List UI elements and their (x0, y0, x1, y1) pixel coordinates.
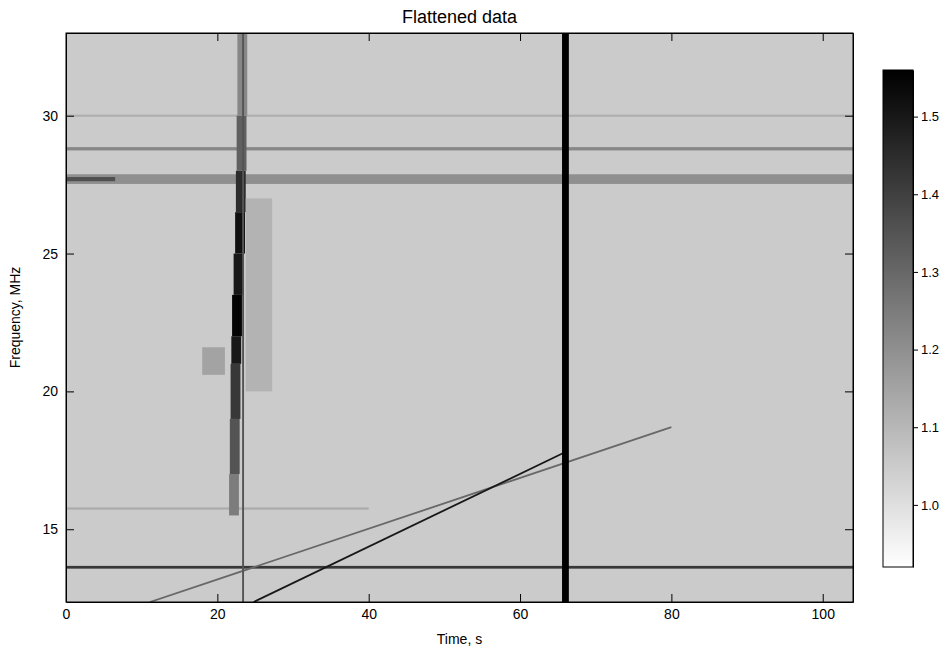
tick-mark (66, 391, 74, 392)
tick-mark (520, 594, 521, 602)
y-axis-right (845, 34, 854, 603)
tick (671, 33, 672, 41)
tick-label: 1.1 (921, 420, 939, 435)
tick: 1.5 (913, 109, 939, 124)
tick (520, 33, 521, 41)
tick-mark (823, 33, 824, 41)
x-axis: 0 20 40 60 80 100 (63, 594, 854, 622)
sweep-line (150, 427, 671, 602)
tick: 60 (513, 594, 529, 622)
tick-mark (913, 194, 918, 195)
burst-cell (234, 254, 244, 295)
chart: 0 20 40 60 80 100 15 20 25 30 Flattened data Time, … (0, 0, 944, 651)
tick-mark (845, 529, 853, 530)
y-axis-title: Frequency, MHz (7, 267, 23, 369)
tick: 40 (361, 594, 377, 622)
tick-label: 1.0 (921, 498, 939, 513)
tick-label: 15 (42, 521, 58, 537)
burst-cell (232, 295, 242, 336)
colorbar-axis: 1.0 1.1 1.2 1.3 1.4 1.5 (913, 71, 939, 568)
burst-cell (237, 116, 247, 171)
tick: 30 (42, 108, 74, 124)
tick-mark (845, 391, 853, 392)
tick-label: 1.3 (921, 265, 939, 280)
rfi-band (66, 507, 369, 509)
tick-mark (369, 33, 370, 41)
tick-label: 25 (42, 246, 58, 262)
tick-mark (913, 505, 918, 506)
tick: 20 (210, 594, 226, 622)
tick: 80 (664, 594, 680, 622)
tick: 100 (812, 594, 836, 622)
tick: 1.0 (913, 498, 939, 513)
tick-label: 60 (513, 606, 529, 622)
tick-mark (913, 272, 918, 273)
burst-cell (246, 198, 272, 391)
burst-cell (236, 171, 246, 212)
tick-mark (66, 254, 74, 255)
tick-label: 20 (42, 383, 58, 399)
tick-label: 40 (361, 606, 377, 622)
tick (845, 529, 853, 530)
colorbar (883, 70, 913, 567)
rfi-band (66, 147, 853, 150)
tick-label: 20 (210, 606, 226, 622)
tick-mark (671, 33, 672, 41)
burst-cell (229, 474, 239, 515)
burst-cell (230, 419, 240, 474)
tick: 15 (42, 521, 74, 537)
tick-label: 1.5 (921, 109, 939, 124)
burst-cell (231, 364, 241, 419)
tick-mark (913, 427, 918, 428)
axis-line (913, 71, 914, 568)
sweep-line (254, 452, 566, 602)
rfi-band (66, 177, 115, 181)
burst-cell (202, 347, 225, 375)
tick-mark (520, 33, 521, 41)
tick-mark (671, 594, 672, 602)
tick-label: 0 (63, 606, 71, 622)
tick-mark (217, 33, 218, 41)
tick: 1.4 (913, 187, 939, 202)
tick-mark (845, 116, 853, 117)
tick (823, 33, 824, 41)
tick-label: 80 (664, 606, 680, 622)
x-axis-top (67, 33, 854, 41)
tick-mark (66, 116, 74, 117)
tick-mark (913, 350, 918, 351)
title: Flattened data (402, 7, 518, 27)
tick (217, 33, 218, 41)
tick: 1.1 (913, 420, 939, 435)
background (66, 33, 853, 602)
vertical-line (562, 33, 569, 602)
tick (845, 391, 853, 392)
plot-area (66, 33, 853, 602)
tick (369, 33, 370, 41)
x-axis-title: Time, s (437, 631, 482, 647)
tick: 20 (42, 383, 74, 399)
tick: 25 (42, 246, 74, 262)
tick (845, 116, 853, 117)
tick-mark (217, 594, 218, 602)
rfi-band (66, 115, 853, 117)
y-axis: 15 20 25 30 (42, 34, 74, 603)
tick-mark (823, 594, 824, 602)
tick-mark (66, 529, 74, 530)
tick-mark (913, 117, 918, 118)
tick-label: 30 (42, 108, 58, 124)
tick-mark (845, 254, 853, 255)
plot-frame (66, 33, 853, 602)
tick-mark (369, 594, 370, 602)
tick (845, 254, 853, 255)
tick-label: 100 (812, 606, 836, 622)
tick: 1.2 (913, 342, 939, 357)
tick: 1.3 (913, 265, 939, 280)
tick-label: 1.4 (921, 187, 939, 202)
vertical-line (242, 33, 244, 602)
rfi-band (66, 174, 853, 184)
tick-label: 1.2 (921, 342, 939, 357)
burst-cell (231, 336, 241, 364)
rfi-band (66, 566, 853, 569)
